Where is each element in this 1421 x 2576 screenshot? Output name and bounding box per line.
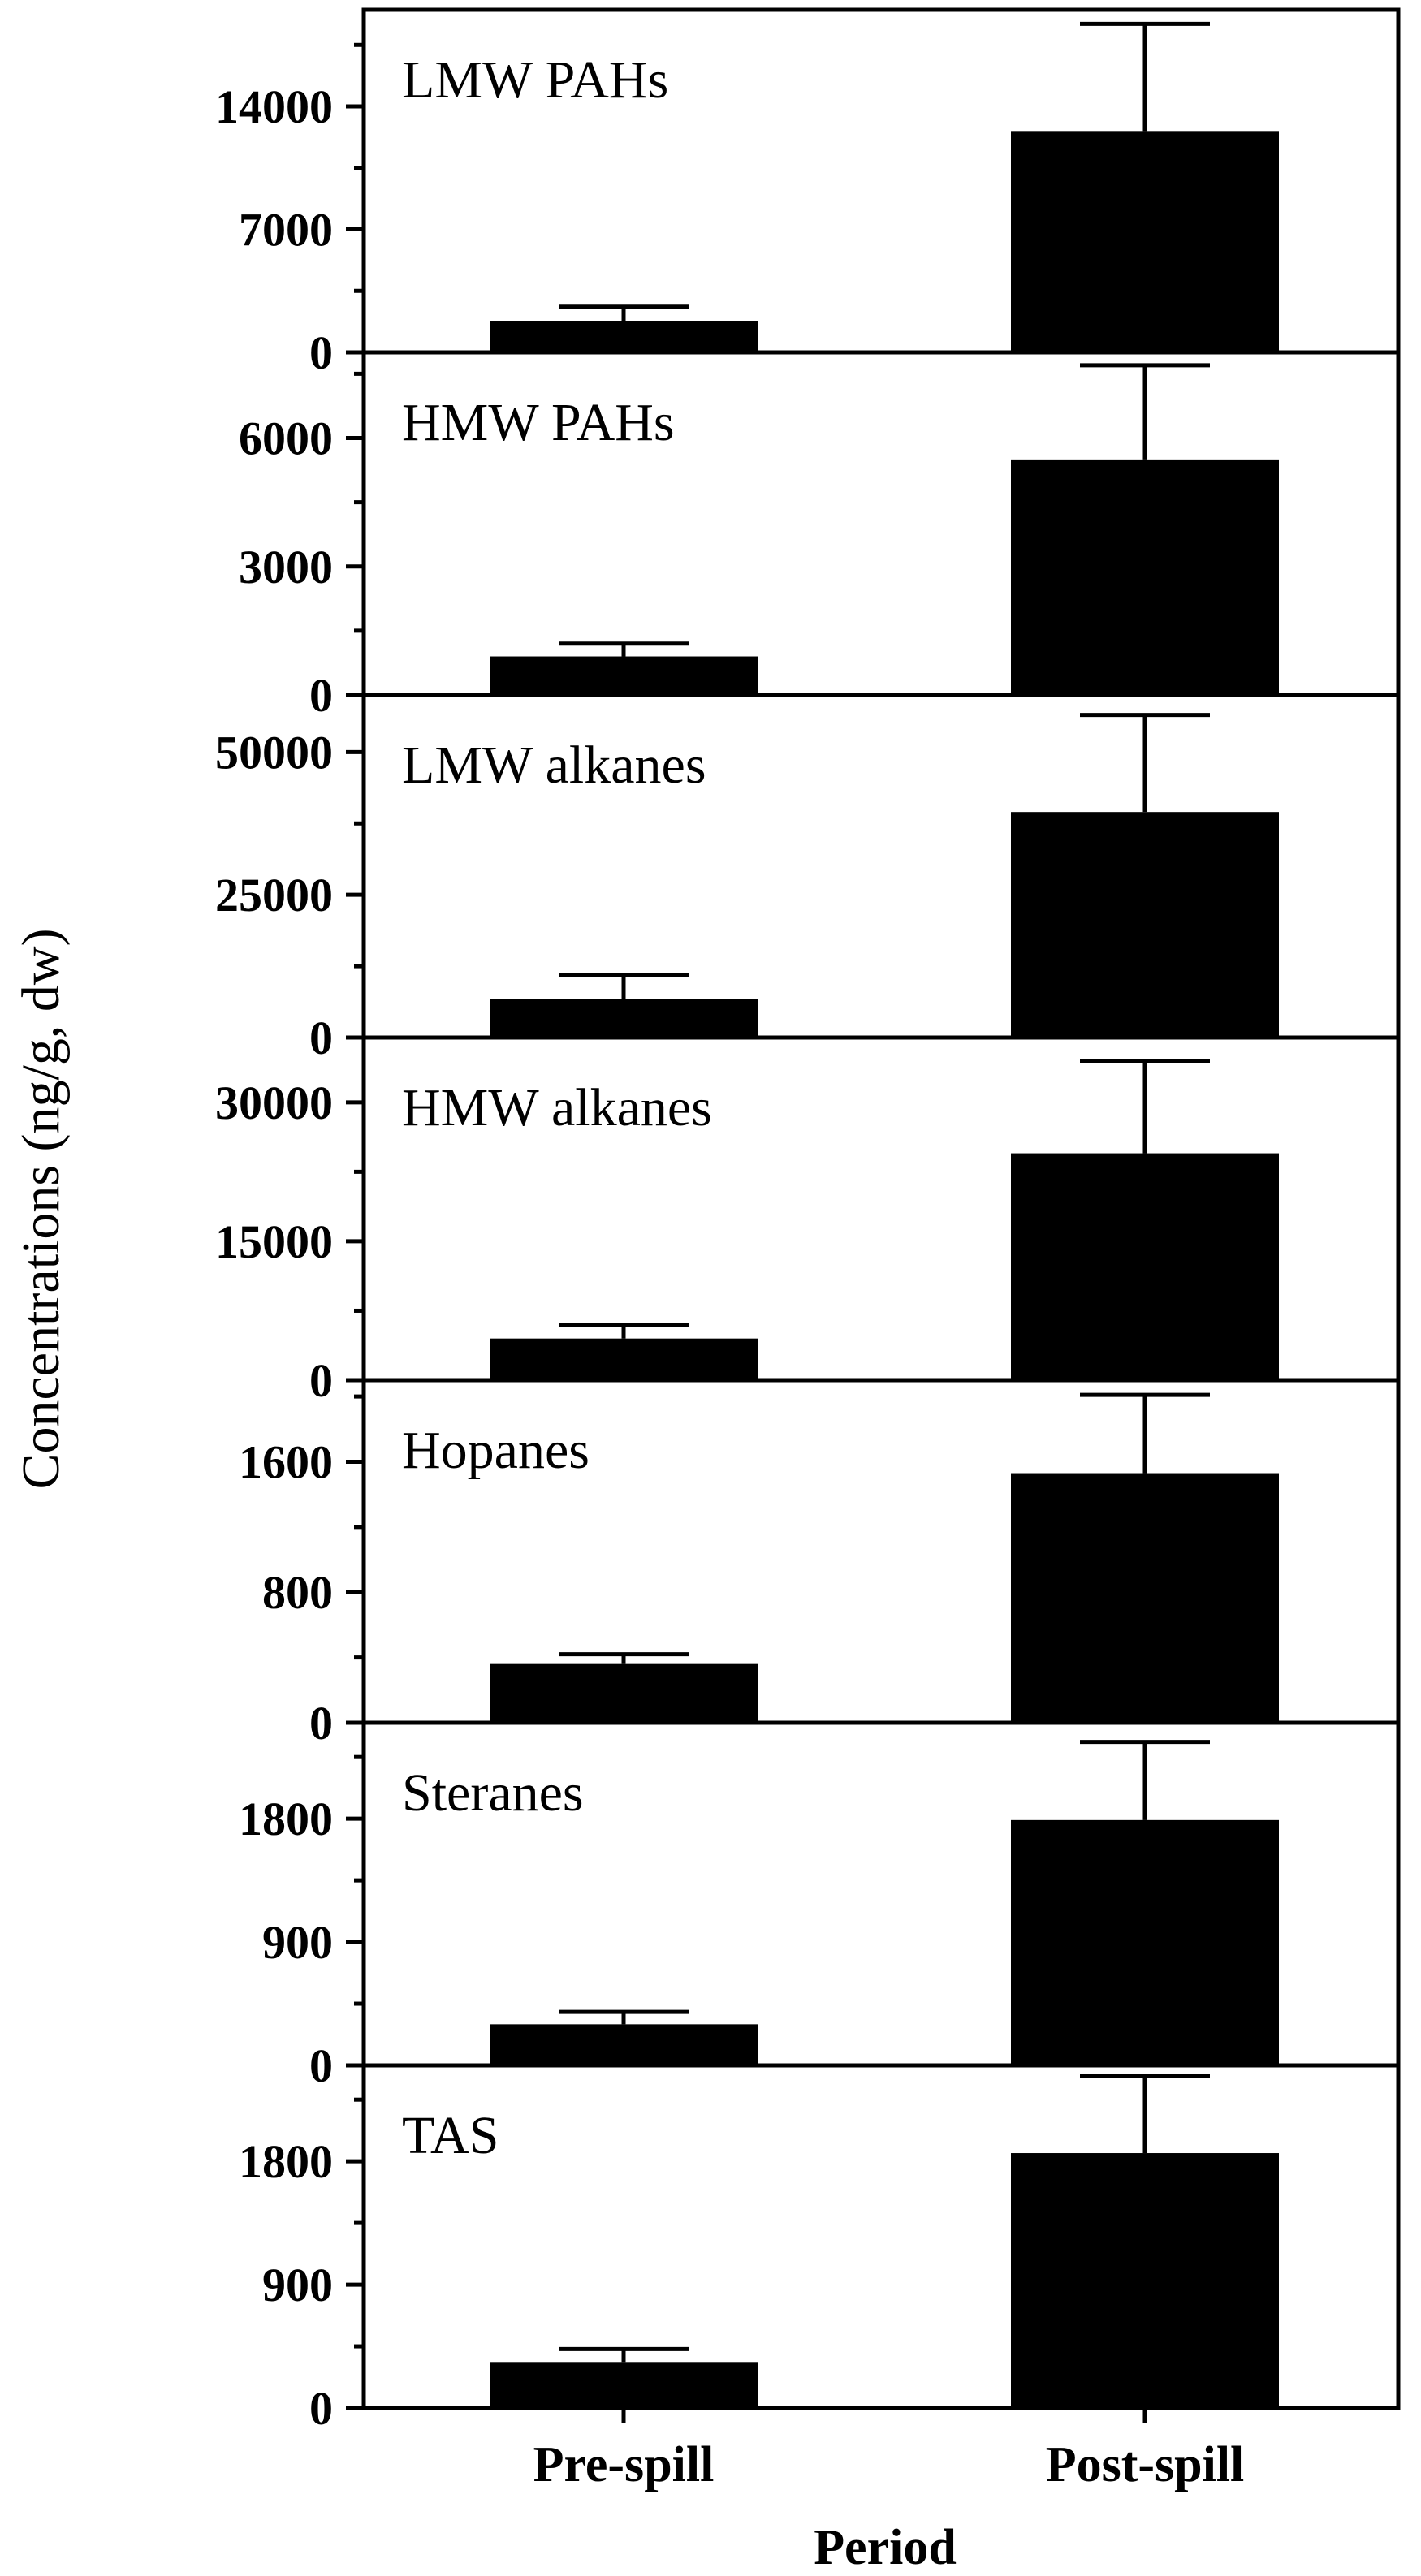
- bar-pre-spill: [490, 321, 758, 352]
- x-tick-label: Post-spill: [1046, 2437, 1245, 2492]
- y-tick-label: 50000: [215, 726, 333, 779]
- panel-label: HMW PAHs: [402, 393, 675, 452]
- bar-post-spill: [1011, 131, 1279, 353]
- bar-pre-spill: [490, 1663, 758, 1723]
- bar-pre-spill: [490, 656, 758, 695]
- panel-label: LMW PAHs: [402, 50, 668, 110]
- panel-label: HMW alkanes: [402, 1078, 712, 1137]
- panel-label: LMW alkanes: [402, 736, 706, 795]
- panel-label: Hopanes: [402, 1421, 590, 1480]
- bar-pre-spill: [490, 999, 758, 1038]
- bar-pre-spill: [490, 1338, 758, 1380]
- x-tick-label: Pre-spill: [533, 2437, 715, 2492]
- panel-3: LMW alkanes 0 25000 50000: [215, 693, 1401, 1064]
- panel-label: Steranes: [402, 1763, 584, 1823]
- bar-post-spill: [1011, 2153, 1279, 2408]
- y-tick-label: 15000: [215, 1215, 333, 1268]
- bar-post-spill: [1011, 1153, 1279, 1380]
- y-tick-label: 3000: [239, 541, 333, 593]
- y-tick-label: 0: [309, 1012, 333, 1064]
- y-tick-label: 0: [309, 326, 333, 379]
- y-tick-label: 25000: [215, 869, 333, 921]
- y-tick-label: 900: [262, 2259, 333, 2311]
- y-tick-label: 1800: [239, 1793, 333, 1845]
- bar-post-spill: [1011, 1473, 1279, 1723]
- bar-pre-spill: [490, 2024, 758, 2065]
- bar-post-spill: [1011, 459, 1279, 695]
- y-tick-label: 14000: [215, 80, 333, 133]
- y-tick-label: 900: [262, 1916, 333, 1969]
- y-tick-label: 1600: [239, 1435, 333, 1488]
- panel-5: Hopanes 0 800 1600: [239, 1378, 1401, 1750]
- y-tick-label: 0: [309, 1697, 333, 1750]
- bar-post-spill: [1011, 1819, 1279, 2065]
- panel-6: Steranes 0 900 1800: [239, 1720, 1401, 2092]
- y-tick-label: 0: [309, 2382, 333, 2435]
- y-tick-label: 0: [309, 1354, 333, 1407]
- y-tick-label: 0: [309, 669, 333, 722]
- panel-2: HMW PAHs 0 3000 6000: [239, 350, 1401, 722]
- y-tick-label: 7000: [239, 204, 333, 257]
- bar-pre-spill: [490, 2362, 758, 2408]
- panel-frame: [361, 2063, 1401, 2410]
- bar-post-spill: [1011, 812, 1279, 1038]
- chart-panels: LMW PAHs 0 7000 14000 HMW PAHs 0 3000 6000 LMW a…: [215, 7, 1401, 2492]
- y-tick-label: 30000: [215, 1077, 333, 1129]
- y-axis-title: Concentrations (ng/g, dw): [11, 928, 71, 1489]
- y-tick-label: 800: [262, 1566, 333, 1619]
- y-tick-label: 6000: [239, 412, 333, 465]
- x-axis-title: Period: [814, 2520, 957, 2575]
- panel-4: HMW alkanes 0 15000 30000: [215, 1035, 1401, 1407]
- y-tick-label: 1800: [239, 2135, 333, 2188]
- y-tick-label: 0: [309, 2039, 333, 2092]
- panel-label: TAS: [402, 2106, 499, 2165]
- panel-7: TAS 0 900 1800: [239, 2063, 1401, 2435]
- panel-1: LMW PAHs 0 7000 14000: [215, 7, 1401, 379]
